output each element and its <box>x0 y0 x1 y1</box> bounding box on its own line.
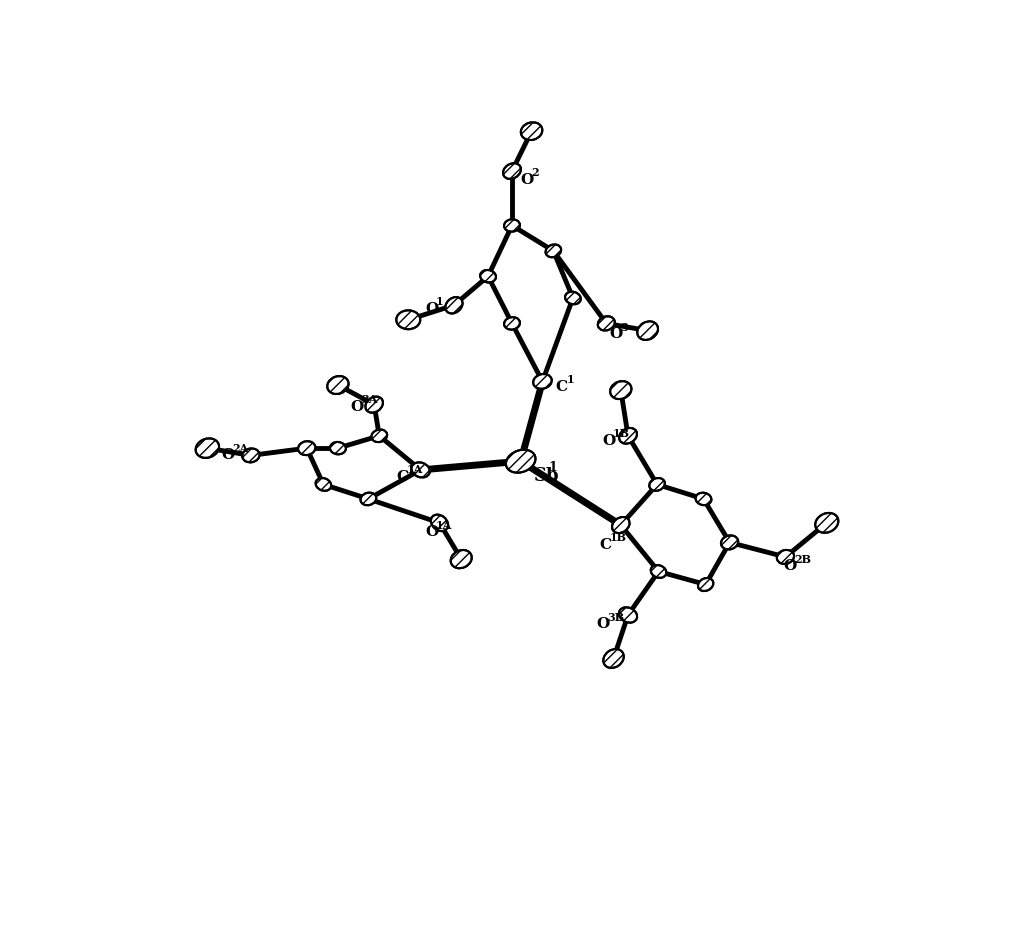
Text: 1: 1 <box>566 375 574 385</box>
Text: 3: 3 <box>620 321 628 333</box>
Ellipse shape <box>546 245 561 257</box>
Ellipse shape <box>327 376 348 394</box>
Ellipse shape <box>619 608 637 623</box>
Ellipse shape <box>396 310 421 329</box>
Text: O: O <box>601 434 616 447</box>
Ellipse shape <box>481 270 496 283</box>
Text: C: C <box>396 470 408 484</box>
Text: 2: 2 <box>531 167 539 178</box>
Text: Sb: Sb <box>533 466 560 485</box>
Ellipse shape <box>196 438 219 458</box>
Ellipse shape <box>445 297 462 314</box>
Text: O: O <box>596 617 611 631</box>
Ellipse shape <box>619 428 637 444</box>
Text: 3B: 3B <box>608 611 625 623</box>
Text: 1A: 1A <box>406 464 423 476</box>
Text: 2B: 2B <box>795 554 811 564</box>
Ellipse shape <box>721 535 739 549</box>
Ellipse shape <box>777 550 795 564</box>
Text: 3A: 3A <box>361 394 378 405</box>
Ellipse shape <box>298 441 315 455</box>
Ellipse shape <box>698 578 713 591</box>
Ellipse shape <box>533 374 552 389</box>
Text: 1: 1 <box>549 461 557 474</box>
Ellipse shape <box>431 514 448 531</box>
Text: O: O <box>425 526 438 539</box>
Ellipse shape <box>565 292 581 304</box>
Text: 1: 1 <box>436 296 443 307</box>
Text: C: C <box>556 381 568 394</box>
Ellipse shape <box>637 321 658 340</box>
Ellipse shape <box>504 317 520 330</box>
Text: O: O <box>521 172 534 187</box>
Ellipse shape <box>506 449 535 473</box>
Ellipse shape <box>597 317 615 331</box>
Text: O: O <box>425 301 438 316</box>
Ellipse shape <box>649 478 664 491</box>
Text: 2A: 2A <box>233 443 249 454</box>
Text: 1B: 1B <box>610 532 627 543</box>
Text: O: O <box>221 448 235 463</box>
Ellipse shape <box>242 448 259 463</box>
Text: C: C <box>599 538 612 552</box>
Ellipse shape <box>604 649 624 668</box>
Ellipse shape <box>411 463 430 478</box>
Ellipse shape <box>451 550 471 568</box>
Ellipse shape <box>696 493 711 505</box>
Ellipse shape <box>330 442 345 454</box>
Ellipse shape <box>815 513 838 533</box>
Ellipse shape <box>611 382 632 399</box>
Ellipse shape <box>650 565 666 577</box>
Text: O: O <box>783 560 797 574</box>
Ellipse shape <box>612 517 630 533</box>
Ellipse shape <box>503 163 521 179</box>
Text: O: O <box>610 327 623 341</box>
Ellipse shape <box>316 478 331 491</box>
Ellipse shape <box>504 219 520 232</box>
Ellipse shape <box>361 493 376 505</box>
Text: 1A: 1A <box>436 520 452 530</box>
Text: 1B: 1B <box>613 429 630 439</box>
Text: O: O <box>351 399 364 414</box>
Ellipse shape <box>521 122 543 140</box>
Ellipse shape <box>372 430 387 442</box>
Ellipse shape <box>366 397 383 413</box>
